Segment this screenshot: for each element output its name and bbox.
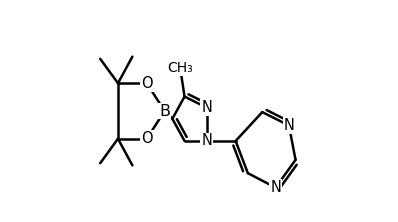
Text: N: N bbox=[201, 133, 212, 149]
Text: CH₃: CH₃ bbox=[167, 61, 193, 75]
Text: O: O bbox=[141, 131, 153, 146]
Text: B: B bbox=[159, 103, 170, 119]
Text: O: O bbox=[141, 76, 153, 91]
Text: N: N bbox=[270, 180, 281, 195]
Text: N: N bbox=[283, 118, 295, 133]
Text: N: N bbox=[201, 100, 212, 115]
